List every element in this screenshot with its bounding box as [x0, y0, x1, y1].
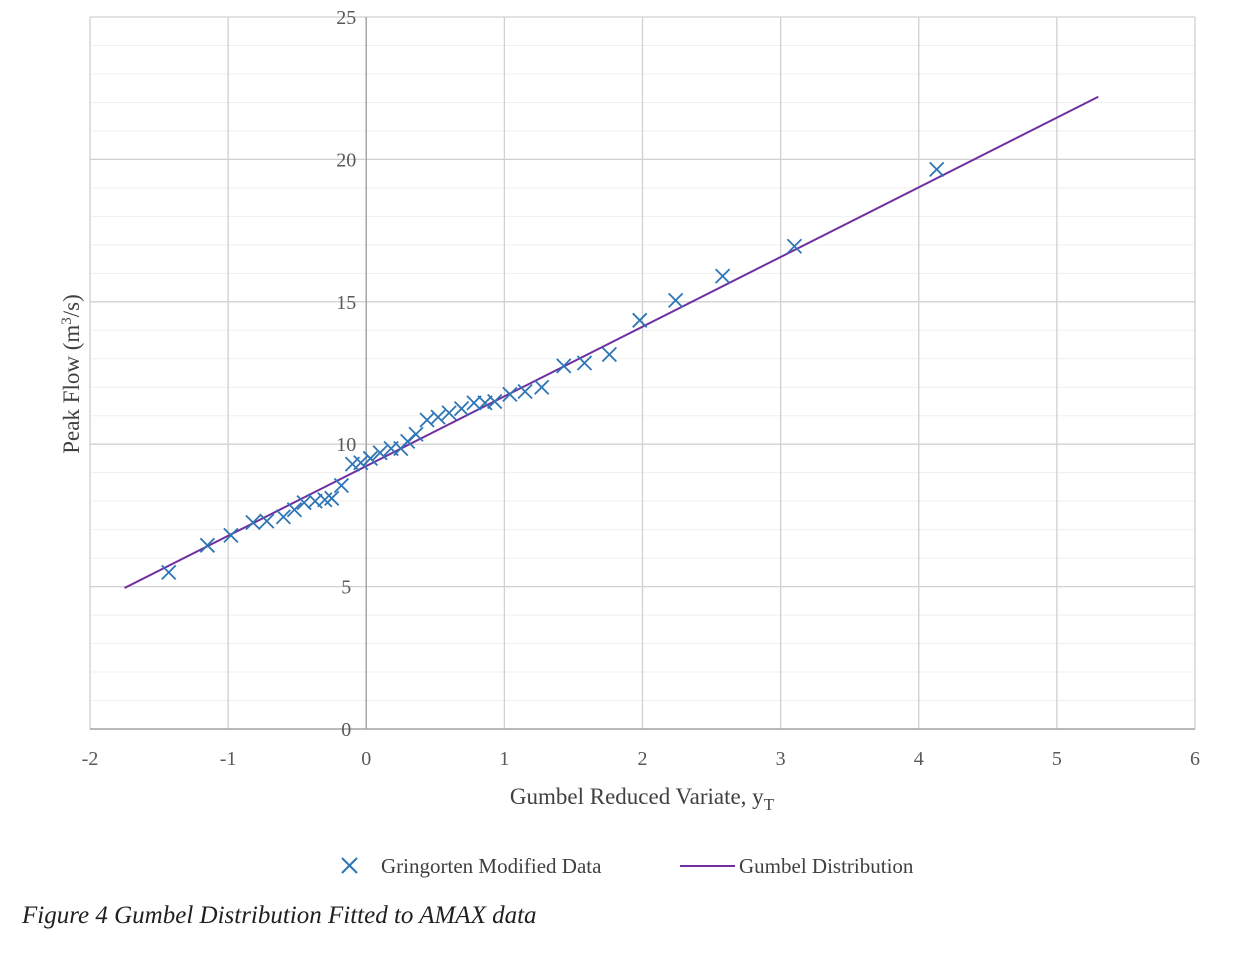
- marker-stroke: [333, 477, 350, 494]
- marker-stroke: [576, 355, 593, 371]
- marker-stroke: [275, 509, 292, 525]
- x-tick-label: 0: [361, 748, 371, 770]
- data-point-marker: [324, 490, 340, 506]
- marker-stroke: [502, 386, 518, 402]
- data-point-marker: [714, 268, 731, 284]
- y-tick-labels: 0 5 10 15 20 25: [336, 7, 356, 741]
- data-point-marker: [362, 450, 379, 467]
- data-point-marker: [786, 238, 803, 254]
- data-point-marker: [286, 502, 303, 518]
- marker-stroke: [714, 268, 731, 284]
- data-point-marker: [275, 509, 292, 525]
- marker-stroke: [668, 292, 684, 309]
- data-point-marker: [199, 537, 216, 553]
- x-tick-label: -1: [220, 748, 237, 770]
- marker-stroke: [286, 502, 303, 518]
- axes: [90, 17, 1195, 730]
- marker-stroke: [430, 409, 446, 425]
- data-point-marker: [372, 445, 388, 461]
- marker-stroke: [324, 490, 340, 506]
- marker-stroke: [477, 395, 493, 411]
- marker-stroke: [199, 537, 216, 553]
- marker-stroke: [245, 514, 261, 531]
- figure-caption: Figure 4 Gumbel Distribution Fitted to A…: [22, 902, 537, 929]
- data-point-marker: [259, 513, 275, 529]
- data-point-marker: [556, 358, 572, 374]
- legend-label-gumbel: Gumbel Distribution: [739, 854, 914, 878]
- data-point-marker: [576, 355, 593, 371]
- data-point-marker: [408, 426, 424, 442]
- major-gridlines: [89, 16, 1196, 730]
- marker-stroke: [362, 450, 379, 467]
- marker-stroke: [786, 238, 803, 254]
- y-tick-label: 20: [336, 149, 356, 171]
- y-tick-label: 25: [336, 7, 356, 29]
- series-layer: [124, 95, 1099, 589]
- marker-stroke: [534, 379, 550, 395]
- marker-stroke: [259, 513, 275, 529]
- marker-stroke: [487, 393, 503, 410]
- gumbel-chart: 0 5 10 15 20 25 -2 -1 0 1 2 3 4 5 6 Gumbel Reduced Va…: [59, 7, 1200, 878]
- marker-stroke: [601, 346, 617, 363]
- data-point-marker: [517, 383, 533, 400]
- data-point-marker: [161, 564, 177, 580]
- marker-stroke: [517, 383, 533, 400]
- y-tick-label: 5: [341, 577, 351, 599]
- marker-stroke: [161, 564, 177, 580]
- marker-stroke: [223, 527, 239, 543]
- x-tick-label: 4: [914, 748, 924, 770]
- y-tick-label: 15: [336, 292, 356, 314]
- data-point-marker: [487, 393, 503, 410]
- x-tick-label: -2: [82, 748, 99, 770]
- data-point-marker: [223, 527, 239, 543]
- marker-stroke: [419, 412, 435, 428]
- data-point-marker: [453, 400, 470, 417]
- y-axis-title: Peak Flow (m3/s): [59, 294, 84, 454]
- legend-marker-gringorten: [341, 857, 358, 874]
- data-point-marker: [929, 161, 945, 178]
- data-point-marker: [430, 409, 446, 425]
- data-point-marker: [601, 346, 617, 363]
- marker-stroke: [307, 493, 323, 509]
- data-point-marker: [534, 379, 550, 395]
- x-tick-label: 6: [1190, 748, 1200, 770]
- marker-stroke: [632, 312, 648, 328]
- marker-stroke: [408, 426, 424, 442]
- marker-stroke: [453, 400, 470, 417]
- data-point-marker: [353, 455, 369, 471]
- marker-stroke: [556, 358, 572, 374]
- x-axis-title: Gumbel Reduced Variate, yT: [510, 784, 775, 814]
- x-tick-label: 3: [776, 748, 786, 770]
- x-tick-labels: -2 -1 0 1 2 3 4 5 6: [82, 748, 1200, 770]
- y-tick-label: 0: [341, 719, 351, 741]
- x-tick-label: 2: [638, 748, 648, 770]
- data-point-marker: [466, 395, 482, 411]
- x-tick-label: 1: [499, 748, 509, 770]
- data-point-marker: [245, 514, 261, 531]
- legend: Gringorten Modified Data Gumbel Distribu…: [341, 854, 914, 878]
- marker-stroke: [296, 494, 312, 511]
- legend-label-gringorten: Gringorten Modified Data: [381, 854, 602, 878]
- marker-stroke: [372, 445, 388, 461]
- data-point-marker: [632, 312, 648, 328]
- y-tick-label: 10: [336, 434, 356, 456]
- marker-stroke: [929, 161, 945, 178]
- data-point-marker: [333, 477, 350, 494]
- marker-stroke: [353, 455, 369, 471]
- data-point-marker: [419, 412, 435, 428]
- data-point-marker: [441, 405, 457, 421]
- data-point-marker: [502, 386, 518, 402]
- data-point-marker: [668, 292, 684, 309]
- marker-stroke: [466, 395, 482, 411]
- gumbel-distribution-line: [124, 95, 1099, 589]
- x-tick-label: 5: [1052, 748, 1062, 770]
- marker-stroke: [441, 405, 457, 421]
